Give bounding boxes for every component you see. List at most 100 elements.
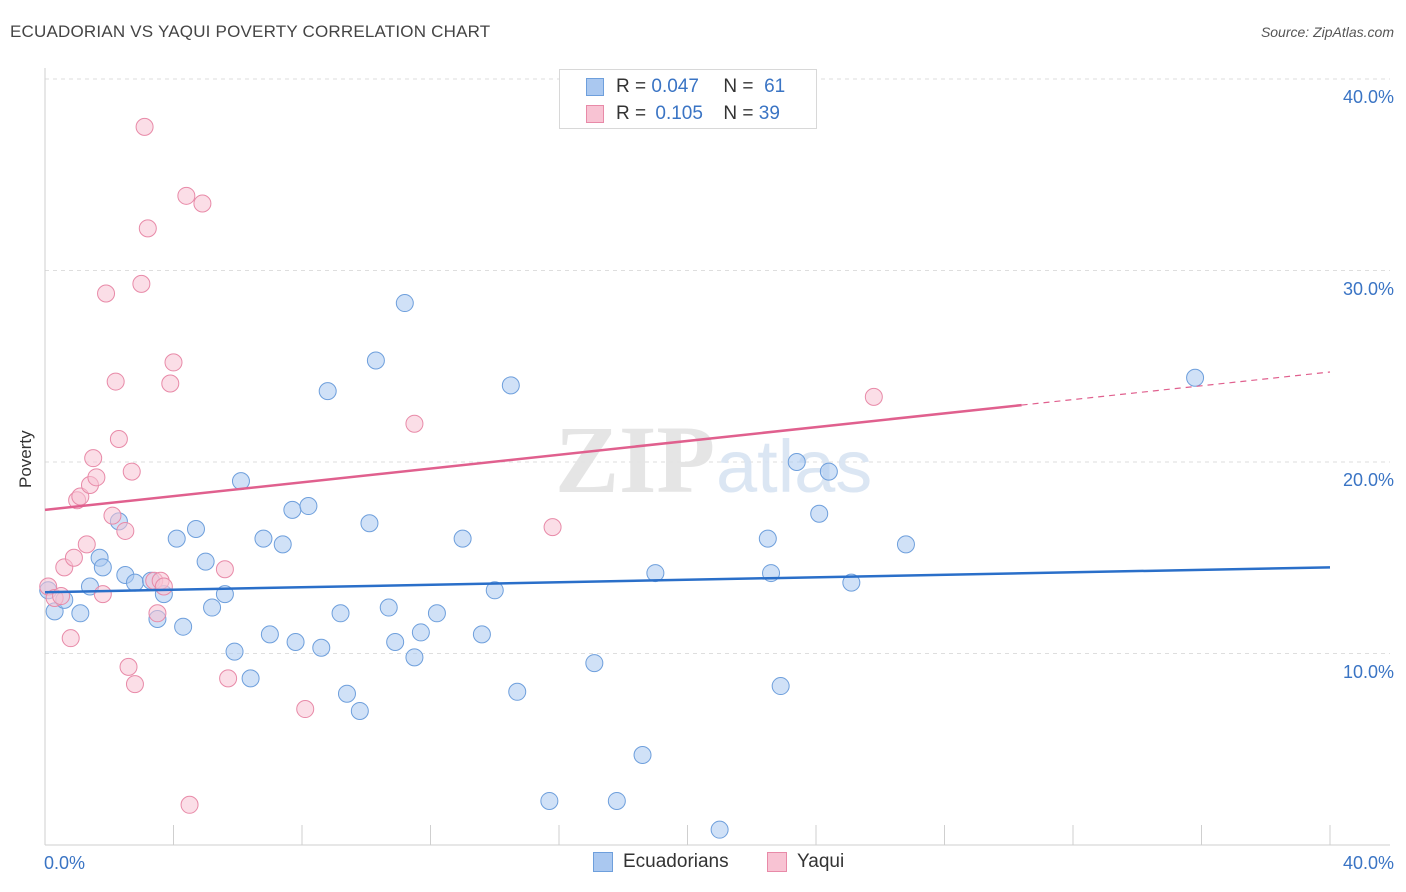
r-value: 0.047 [651,76,699,97]
data-point [758,529,777,548]
y-tick-label: 30.0% [1342,278,1394,299]
data-point [896,535,915,554]
data-point [203,598,222,617]
data-point [167,529,186,548]
data-point [427,604,446,623]
data-point [810,504,829,523]
legend-item-ecuadorians[interactable]: Ecuadorians [593,851,729,873]
data-point [215,560,234,579]
axes [44,68,1390,846]
data-point [64,548,83,567]
trend-line-extension [1021,371,1331,406]
series-ecuadorians-points [39,294,1205,839]
data-point [331,604,350,623]
legend-label: Ecuadorians [623,851,729,872]
grid-lines [45,78,1390,654]
series-legend: Ecuadorians Yaqui [0,851,1406,877]
data-point [186,520,205,539]
data-point [842,573,861,592]
trend-lines [44,371,1331,594]
y-axis-title: Poverty [16,430,35,488]
data-point [154,577,173,596]
data-point [312,638,331,657]
x-tick-label: 40.0% [1342,853,1394,873]
data-point [472,625,491,644]
data-point [241,669,260,688]
stats-legend: R = 0.047 N = 61 R = 0.105 N = 39 [559,69,817,129]
data-point [77,535,96,554]
data-point [318,382,337,401]
data-point [61,629,80,648]
data-point [93,558,112,577]
data-point [93,585,112,604]
stats-row-ecuadorians: R = 0.047 N = 61 [586,75,785,99]
n-label: N = [723,103,754,124]
trend-line [44,566,1331,594]
data-point [607,791,626,810]
data-point [337,684,356,703]
data-point [84,449,103,468]
r-label: R = [616,103,647,124]
y-tick-label: 40.0% [1342,87,1394,107]
data-point [379,598,398,617]
data-point [585,654,604,673]
data-point [125,573,144,592]
data-point [161,374,180,393]
data-point [71,604,90,623]
data-point [106,372,125,391]
legend-swatch [593,852,613,872]
data-point [633,745,652,764]
data-point [405,414,424,433]
data-point [135,117,154,136]
data-point [543,518,562,537]
x-tick-label: 0.0% [44,853,86,873]
data-point [196,552,215,571]
stats-row-yaqui: R = 0.105 N = 39 [586,102,780,126]
n-label: N = [723,76,754,97]
r-value: 0.105 [655,103,703,124]
data-point [116,521,135,540]
y-tick-label: 10.0% [1342,661,1394,682]
data-point [164,353,183,372]
data-point [109,430,128,449]
data-point [453,529,472,548]
svg-text:ZIP: ZIP [555,406,715,513]
data-point [787,453,806,471]
data-point [174,617,193,636]
data-point [350,701,369,720]
series-yaqui-points [39,117,883,814]
data-point [540,791,559,810]
data-point [395,294,414,313]
data-point [87,468,106,487]
y-tick-label: 20.0% [1342,470,1394,490]
data-point [260,625,279,644]
data-point [1186,368,1205,387]
data-point [299,497,318,516]
data-point [177,186,196,205]
data-point [646,564,665,583]
data-point [501,376,520,395]
legend-swatch [586,105,604,123]
chart-source: Source: ZipAtlas.com [1260,24,1394,40]
data-point [360,514,379,533]
data-point [273,535,292,554]
data-point [180,795,199,814]
data-point [405,648,424,667]
data-point [119,657,138,676]
data-point [386,633,405,652]
data-point [296,700,315,719]
data-point [52,587,71,606]
data-point [225,642,244,661]
data-point [710,820,729,839]
watermark: ZIP atlas [555,406,872,513]
data-point [125,675,144,694]
legend-label: Yaqui [797,851,845,872]
r-label: R = [616,76,647,97]
chart-title: ECUADORIAN VS YAQUI POVERTY CORRELATION … [10,22,491,41]
legend-item-yaqui[interactable]: Yaqui [767,851,844,873]
data-point [771,677,790,696]
data-point [864,387,883,406]
data-point [148,604,167,623]
data-point [485,581,504,600]
